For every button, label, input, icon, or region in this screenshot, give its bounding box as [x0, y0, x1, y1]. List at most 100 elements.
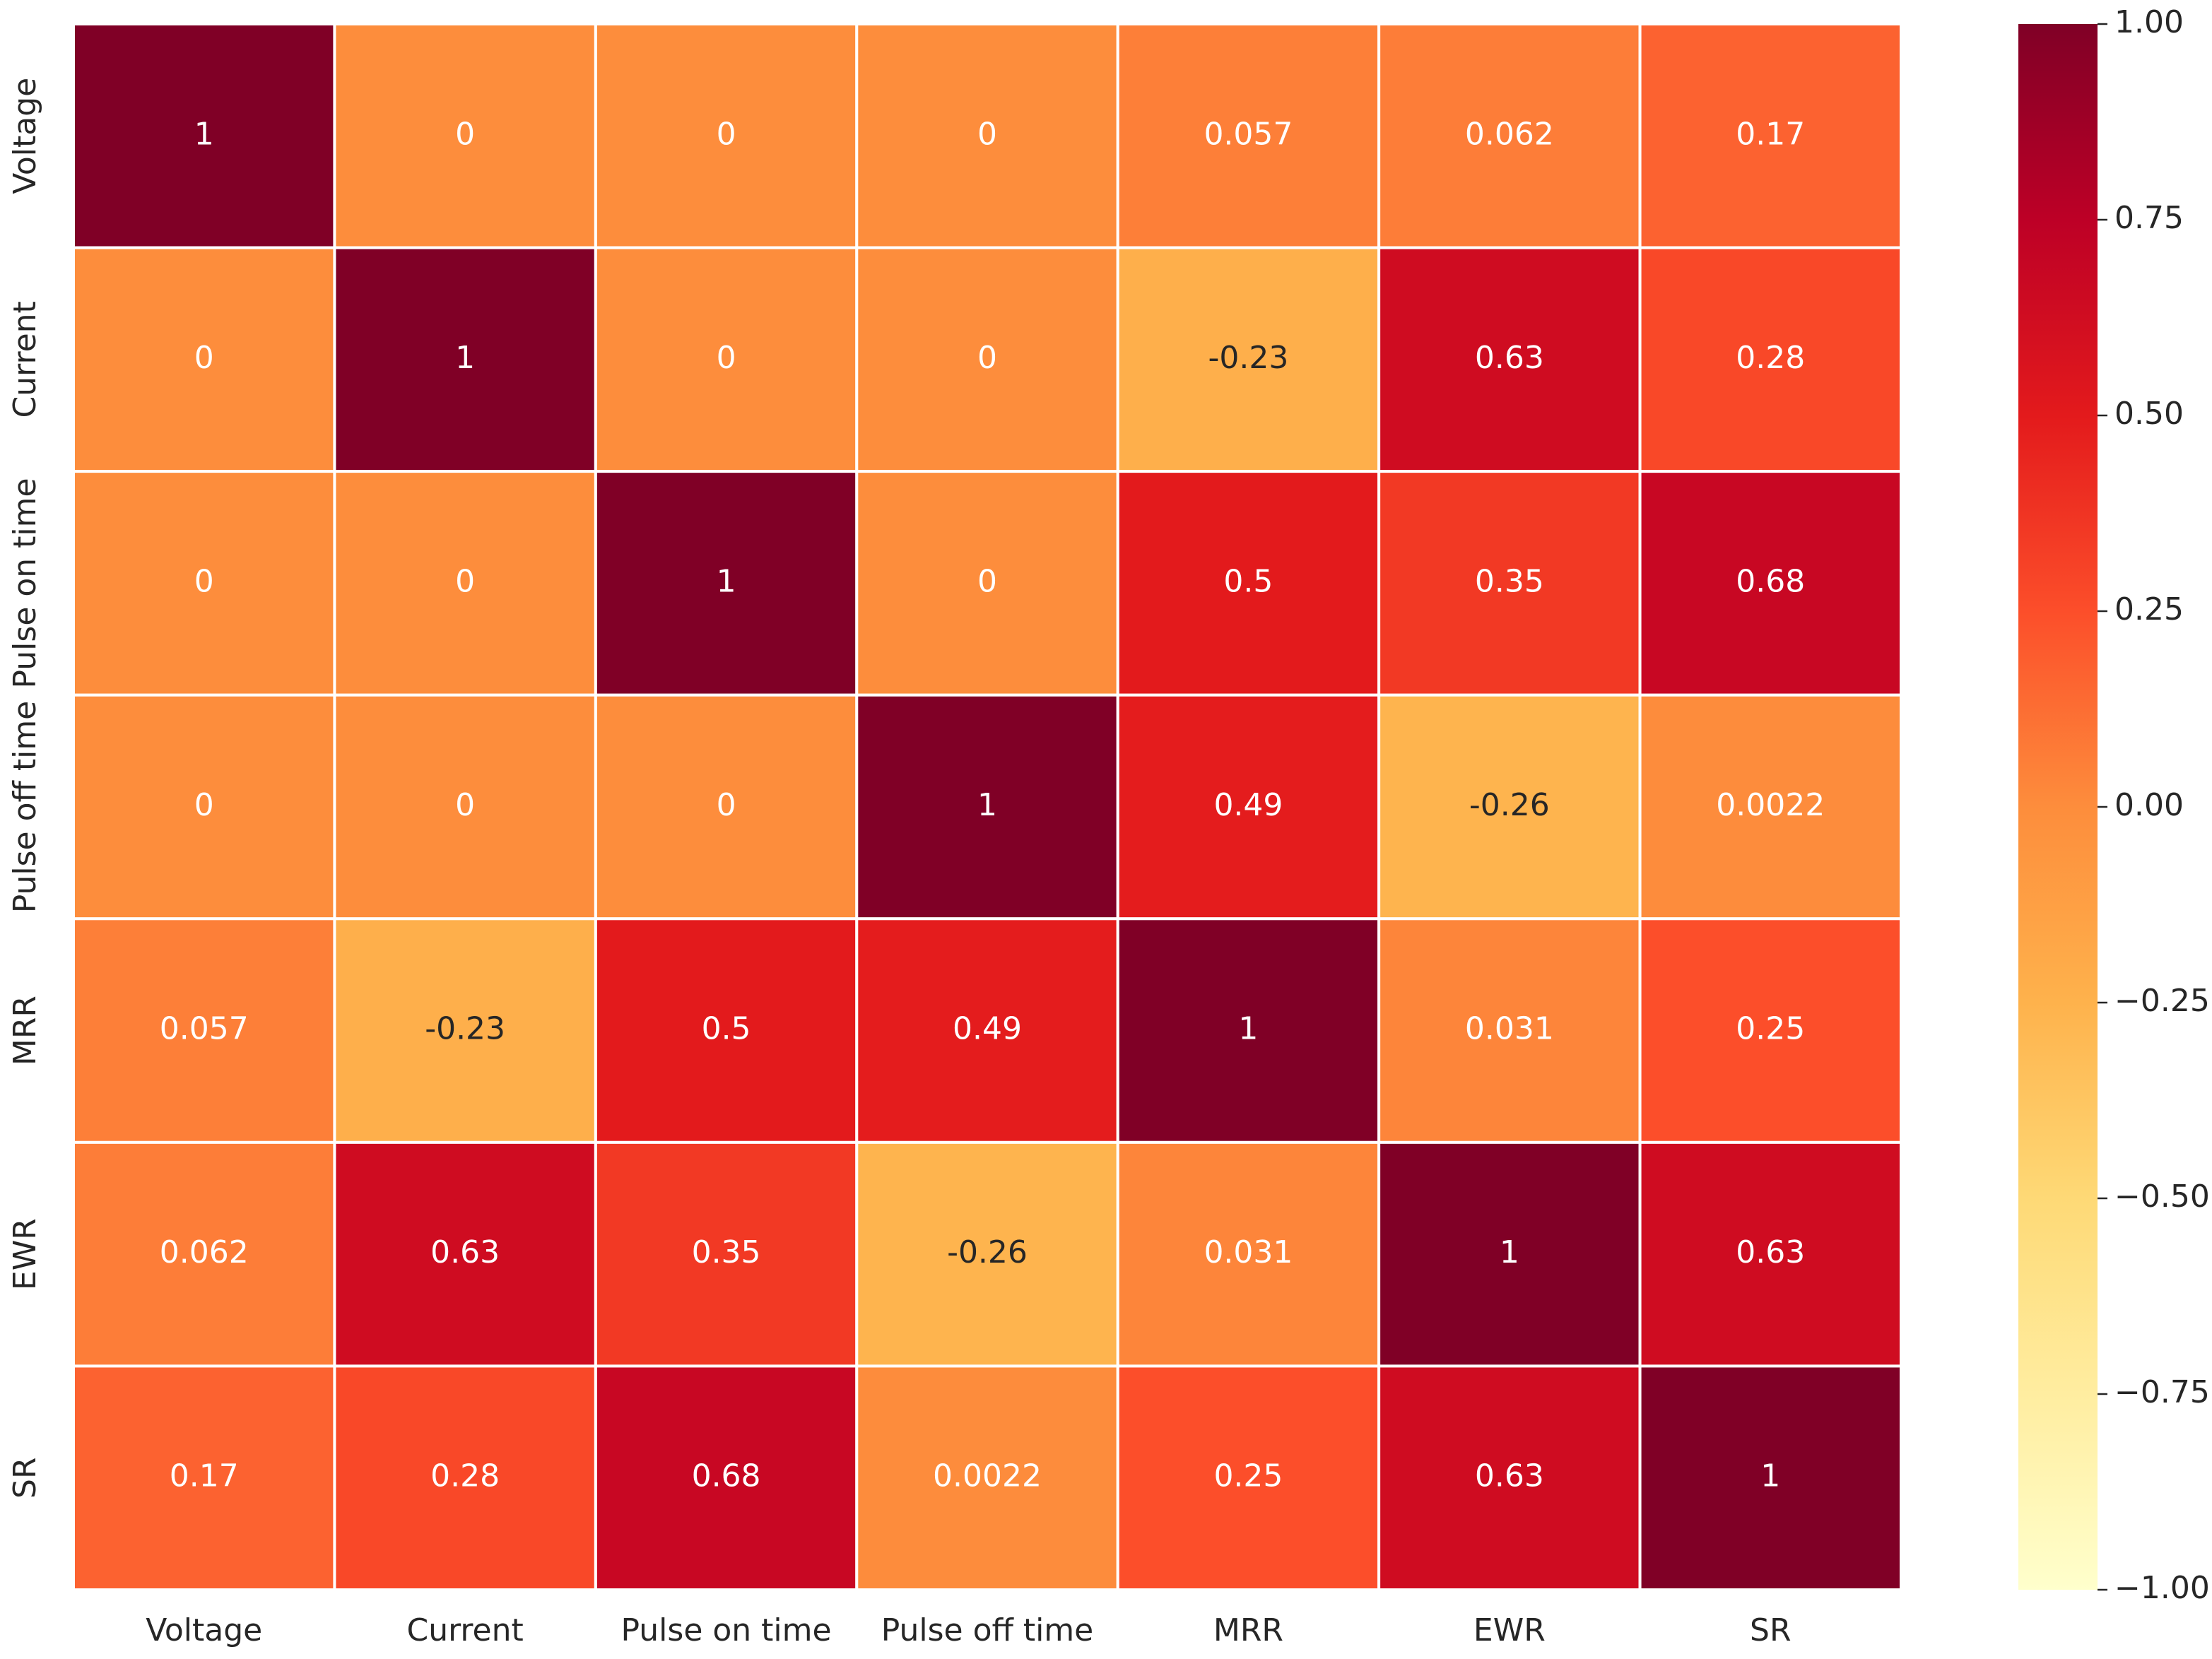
x-tick-label: Current [407, 1612, 524, 1648]
cell-label: 0 [194, 787, 214, 823]
cell-label: -0.23 [425, 1011, 505, 1047]
colorbar-tick-label: −0.50 [2114, 1179, 2210, 1215]
cell-label: 0.68 [692, 1458, 761, 1494]
y-tick-label: EWR [7, 1218, 43, 1290]
colorbar-tick-label: −0.75 [2114, 1374, 2210, 1410]
heatmap-cell [1638, 917, 1903, 1144]
cell-label: 0.062 [160, 1234, 249, 1270]
heatmap-cell [1638, 470, 1903, 697]
y-tick-label: Current [7, 301, 43, 418]
cell-label: 0 [194, 563, 214, 599]
cell-label: 0.5 [702, 1011, 751, 1047]
cell-label: 1 [1238, 1011, 1258, 1047]
cell-label: 0.062 [1465, 116, 1554, 152]
heatmap-cell [72, 693, 336, 921]
y-tick-label: MRR [7, 996, 43, 1065]
cell-label: 0.63 [1475, 1458, 1544, 1494]
cell-label: 0 [455, 116, 475, 152]
colorbar-tick-label: 0.50 [2114, 396, 2184, 432]
cell-label: 0.25 [1213, 1458, 1283, 1494]
heatmap-cell [1638, 693, 1903, 921]
cell-label: 0.28 [430, 1458, 500, 1494]
heatmap-cell [1377, 1364, 1642, 1592]
cell-label: 0.35 [692, 1234, 761, 1270]
heatmap-cell [72, 1140, 336, 1368]
heatmap-cell [855, 693, 1119, 921]
heatmap-cell [1377, 246, 1642, 473]
heatmap-cell [1377, 693, 1642, 921]
x-tick-label: SR [1750, 1612, 1792, 1648]
heatmap-cell [333, 1140, 597, 1368]
heatmap-cell [1116, 470, 1381, 697]
cell-label: 0.057 [160, 1011, 249, 1047]
cell-label: 1 [194, 116, 214, 152]
cell-label: -0.23 [1208, 340, 1288, 376]
colorbar-tick-label: 1.00 [2114, 4, 2184, 40]
cell-label: 0.0022 [933, 1458, 1042, 1494]
cell-label: 0.17 [1736, 116, 1805, 152]
heatmap-cell [594, 246, 859, 473]
y-tick-label: Voltage [7, 78, 43, 194]
colorbar-tick-label: −0.25 [2114, 983, 2210, 1019]
colorbar-tick-label: 0.25 [2114, 591, 2184, 627]
y-tick-label: SR [7, 1457, 43, 1499]
cell-label: 1 [1500, 1234, 1519, 1270]
colorbar [2018, 24, 2098, 1590]
heatmap-cell [333, 23, 597, 249]
cell-label: 0 [194, 340, 214, 376]
cell-label: 0.49 [953, 1011, 1022, 1047]
cell-label: 0 [455, 787, 475, 823]
cell-label: -0.26 [1469, 787, 1550, 823]
x-tick-label: MRR [1213, 1612, 1283, 1648]
heatmap-cell [855, 1364, 1119, 1592]
heatmap-cell [1377, 23, 1642, 249]
heatmap-cell [333, 693, 597, 921]
heatmap-cell [72, 246, 336, 473]
heatmap-cell [594, 1140, 859, 1368]
heatmap-cell [594, 23, 859, 249]
cell-label: 0.49 [1213, 787, 1283, 823]
heatmap-cell [594, 470, 859, 697]
heatmap-cell [333, 470, 597, 697]
cell-label: 0 [717, 787, 736, 823]
heatmap-cell [1116, 1364, 1381, 1592]
colorbar-tick-label: −1.00 [2114, 1570, 2210, 1606]
cell-label: 0.63 [1475, 340, 1544, 376]
heatmap-cell [1377, 470, 1642, 697]
cell-label: 0.5 [1223, 563, 1273, 599]
cell-label: 0 [977, 116, 997, 152]
cell-label: 0.031 [1465, 1011, 1554, 1047]
x-tick-label: EWR [1473, 1612, 1546, 1648]
x-tick-label: Pulse on time [621, 1612, 832, 1648]
cell-label: 0.17 [170, 1458, 239, 1494]
heatmap-cell [855, 470, 1119, 697]
cell-label: 0.68 [1736, 563, 1805, 599]
heatmap-cell [1638, 1364, 1903, 1592]
cell-label: 0 [977, 563, 997, 599]
heatmap-cell [855, 1140, 1119, 1368]
heatmap-cell [1638, 246, 1903, 473]
cell-label: 1 [1760, 1458, 1780, 1494]
cell-label: 0 [717, 116, 736, 152]
cell-label: 1 [977, 787, 997, 823]
cell-label: 1 [455, 340, 475, 376]
cell-label: 0.031 [1204, 1234, 1293, 1270]
colorbar-tick-label: 0.75 [2114, 200, 2184, 236]
cell-label: 0 [455, 563, 475, 599]
heatmap-cell [1116, 23, 1381, 249]
cell-label: 0 [977, 340, 997, 376]
cell-label: 0.63 [1736, 1234, 1805, 1270]
cell-label: 0.057 [1204, 116, 1293, 152]
colorbar-tick-label: 0.00 [2114, 787, 2184, 823]
x-tick-label: Pulse off time [881, 1612, 1093, 1648]
heatmap-cell [72, 23, 336, 249]
heatmap-cell [1116, 1140, 1381, 1368]
y-tick-label: Pulse on time [7, 478, 43, 688]
cell-label: 0.35 [1475, 563, 1544, 599]
heatmap-cell [72, 917, 336, 1144]
cell-label: -0.26 [947, 1234, 1028, 1270]
cell-label: 0 [717, 340, 736, 376]
cell-label: 0.28 [1736, 340, 1805, 376]
heatmap-cell [594, 1364, 859, 1592]
cell-label: 0.25 [1736, 1011, 1805, 1047]
